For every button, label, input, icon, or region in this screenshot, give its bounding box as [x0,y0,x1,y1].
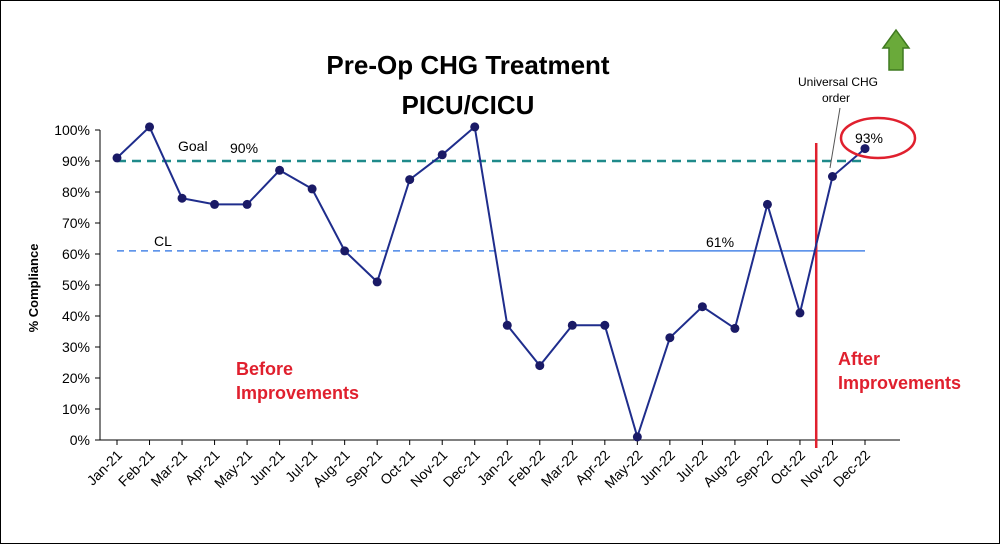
y-tick-label: 10% [62,401,90,417]
x-tick-label: Dec-22 [830,447,873,490]
data-point [860,144,870,154]
x-tick-label: Mar-21 [147,447,190,490]
y-tick-label: 40% [62,308,90,324]
cl-label: CL [154,233,172,249]
y-tick-label: 20% [62,370,90,386]
x-tick-label: Sep-21 [342,447,385,490]
y-tick-label: 50% [62,277,90,293]
data-point [795,308,805,318]
goal-label: Goal [178,138,208,154]
y-tick-label: 100% [54,122,90,138]
data-point [697,302,707,312]
chart-title-line2: PICU/CICU [402,90,535,120]
data-point [502,320,512,330]
data-point [340,246,350,256]
before-label-line1: Before [236,359,293,379]
data-point [730,323,740,333]
series-line [116,124,866,441]
data-point [827,172,837,181]
data-point [242,199,252,209]
data-point [112,153,122,163]
after-label-line2: Improvements [838,373,961,393]
axes: 0%10%20%30%40%50%60%70%80%90%100%Jan-21F… [54,122,900,491]
after-label-line1: After [838,349,880,369]
data-point [567,320,577,330]
cl-value-label: 61% [706,234,734,250]
x-tick-label: Mar-22 [538,447,581,490]
data-point [177,193,187,203]
data-point [275,165,285,175]
x-tick-label: Dec-21 [440,447,483,490]
chart-title-line1: Pre-Op CHG Treatment [326,50,610,80]
data-point [210,199,220,209]
highlight-value-label: 93% [855,130,883,146]
data-point [535,361,545,371]
up-arrow-icon [881,28,911,71]
data-point [405,175,415,185]
note-line2: order [822,91,850,105]
data-point [470,122,480,132]
data-point [665,333,675,343]
series-layer [112,122,870,442]
data-point [437,150,447,160]
x-tick-label: Jun-21 [246,447,288,489]
y-axis-label: % Compliance [26,244,41,333]
before-label-line2: Improvements [236,383,359,403]
note-line1: Universal CHG [798,75,878,89]
x-tick-label: Sep-22 [732,447,775,490]
reference-lines [117,143,865,448]
data-point [145,122,155,132]
y-tick-label: 60% [62,246,90,262]
data-point [307,184,317,194]
y-tick-label: 90% [62,153,90,169]
y-tick-label: 0% [70,432,90,448]
y-tick-label: 70% [62,215,90,231]
data-point [600,320,610,330]
x-tick-label: Jun-22 [636,447,678,489]
highlight-circle [839,116,917,160]
data-point [762,199,772,209]
y-tick-label: 30% [62,339,90,355]
data-point [632,432,642,442]
y-tick-label: 80% [62,184,90,200]
note-pointer [829,107,841,169]
goal-value-label: 90% [230,140,258,156]
data-point [372,277,382,287]
